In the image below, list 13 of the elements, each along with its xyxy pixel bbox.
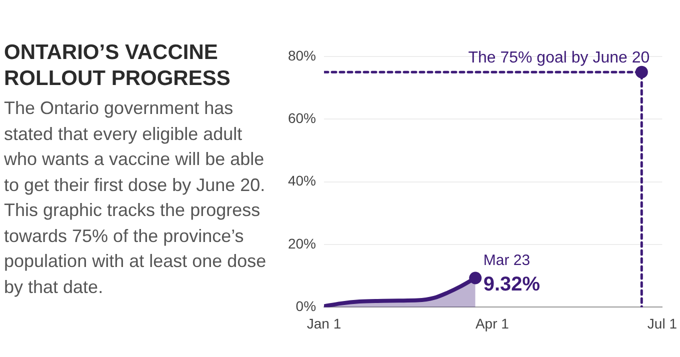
annotation: The 75% goal by June 20 xyxy=(468,49,650,66)
annotation: 9.32% xyxy=(483,273,540,296)
x-tick-label: Jul 1 xyxy=(647,315,678,332)
y-tick-label: 80% xyxy=(288,47,316,64)
y-tick-label: 60% xyxy=(288,110,316,126)
annotation: Mar 23 xyxy=(483,252,530,270)
text: The Ontario government has stated that every eligible adult who wants a vaccine will be able to get their first dose by June 20. This graphic tracks the progress towards 75% of the province’s population with at least one dose by that date. xyxy=(4,97,268,299)
x-tick-label: Jan 1 xyxy=(306,315,342,332)
y-tick-label: 20% xyxy=(288,235,316,252)
x-tick-label: Apr 1 xyxy=(475,315,510,332)
y-tick-label: 40% xyxy=(288,172,316,189)
y-tick-label: 0% xyxy=(296,298,316,314)
text: ONTARIO’S VACCINE ROLLOUT PROGRESS xyxy=(4,40,232,92)
